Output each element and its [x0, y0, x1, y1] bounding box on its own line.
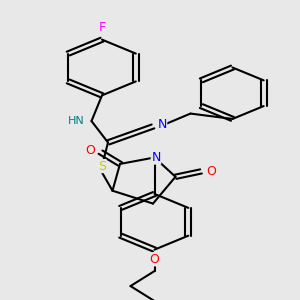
Text: O: O — [207, 165, 216, 178]
Text: N: N — [151, 151, 161, 164]
Text: O: O — [85, 143, 95, 157]
Text: F: F — [98, 21, 106, 34]
Text: O: O — [150, 253, 159, 266]
Text: N: N — [157, 118, 167, 131]
Text: S: S — [98, 160, 106, 172]
Text: HN: HN — [68, 116, 85, 126]
